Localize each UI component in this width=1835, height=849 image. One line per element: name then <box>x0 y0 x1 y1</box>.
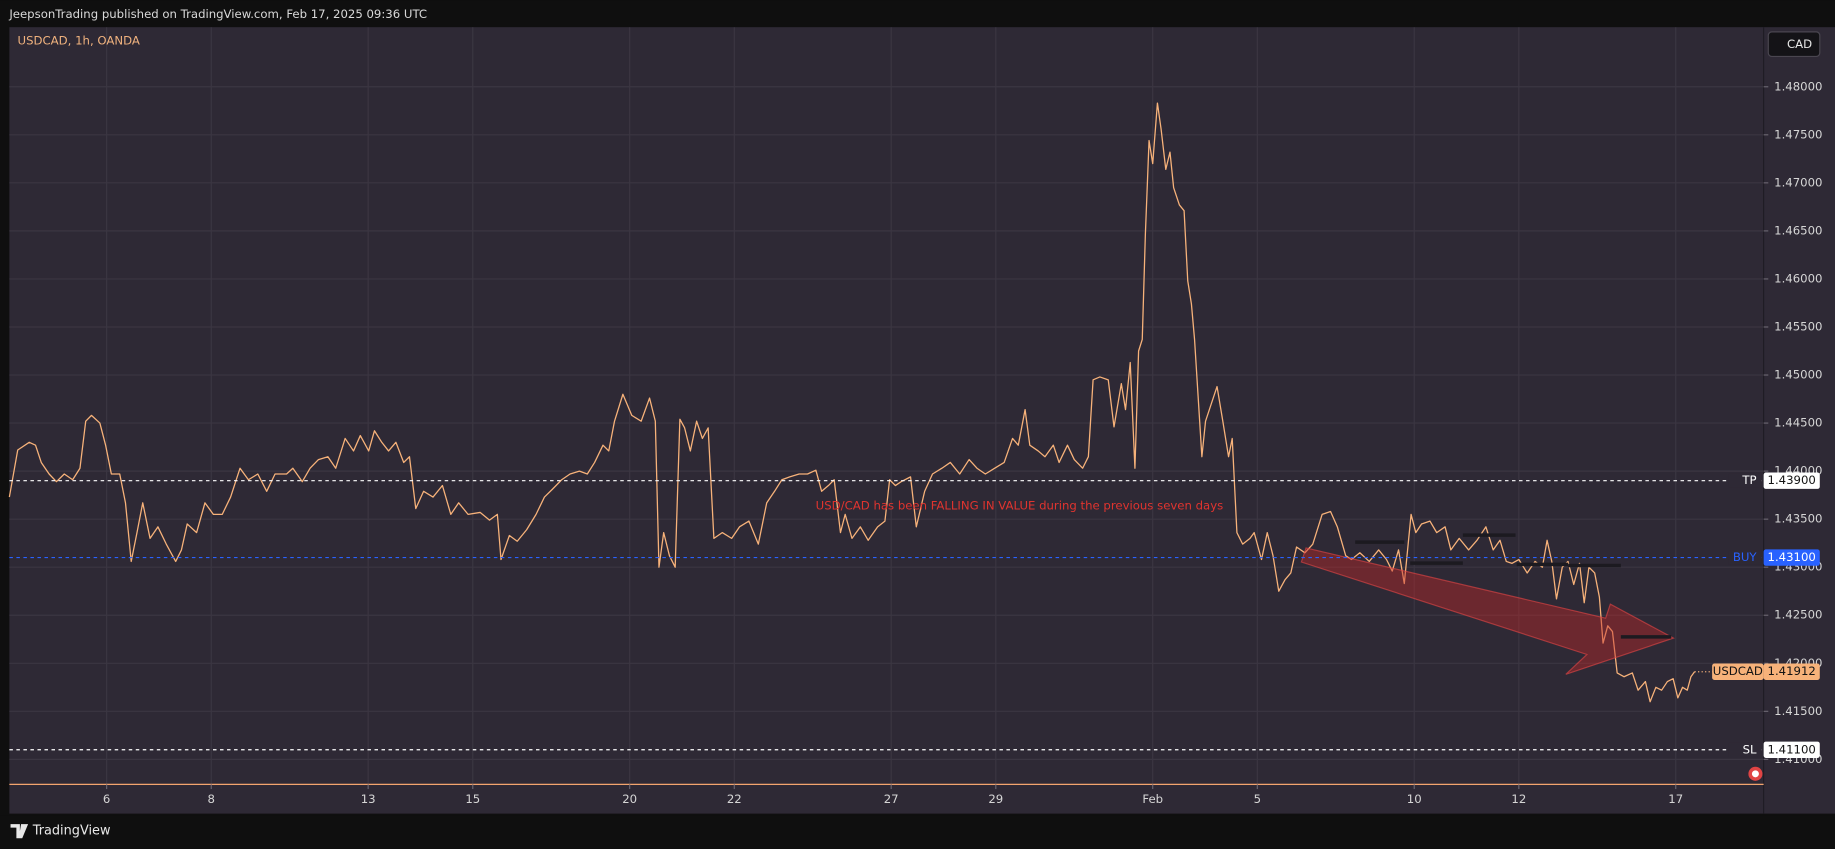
level-value: 1.41100 <box>1768 742 1816 756</box>
level-value-box <box>1763 741 1820 758</box>
annotation: USD/CAD has been FALLING IN VALUE during… <box>816 498 1224 512</box>
brand-logo <box>10 824 29 839</box>
level-value: 1.43100 <box>1768 550 1816 564</box>
alert-icon-dot <box>1751 770 1759 778</box>
x-tick-label: 12 <box>1511 792 1526 806</box>
y-tick-label: 1.43500 <box>1774 512 1822 526</box>
price-line <box>8 102 1696 703</box>
y-tick-label: 1.47000 <box>1774 175 1822 189</box>
x-tick-label: 6 <box>103 792 110 806</box>
currency: CAD <box>1787 37 1812 51</box>
level-name: BUY <box>1733 550 1758 564</box>
x-tick-label: 17 <box>1668 792 1683 806</box>
x-tick-label: 29 <box>988 792 1003 806</box>
level-value-box <box>1763 549 1820 566</box>
level-name-bg <box>1728 473 1762 488</box>
y-tick-label: 1.44500 <box>1774 416 1822 430</box>
x-tick-label: Feb <box>1142 792 1163 806</box>
level-value-box <box>1763 472 1820 489</box>
series-name: USDCAD <box>1713 664 1763 678</box>
x-tick-label: 22 <box>727 792 742 806</box>
trend-arrow <box>1300 547 1675 675</box>
footer-bar <box>0 815 1835 849</box>
y-tick-label: 1.41500 <box>1774 704 1822 718</box>
brand: TradingView <box>32 824 111 839</box>
level-name: TP <box>1741 473 1756 487</box>
y-tick-label: 1.48000 <box>1774 79 1822 93</box>
x-tick-label: 10 <box>1407 792 1422 806</box>
x-tick-label: 5 <box>1254 792 1261 806</box>
grid <box>9 27 1764 785</box>
symbol-title: USDCAD, 1h, OANDA <box>18 34 140 48</box>
x-tick-label: 8 <box>208 792 215 806</box>
y-tick-label: 1.42500 <box>1774 608 1822 622</box>
currency-box[interactable] <box>1767 31 1821 58</box>
position-marks <box>1355 533 1672 639</box>
y-tick-label: 1.47500 <box>1774 127 1822 141</box>
y-tick-label: 1.46500 <box>1774 223 1822 237</box>
x-tick-label: 27 <box>884 792 899 806</box>
y-tick-label: 1.45000 <box>1774 368 1822 382</box>
last-price: 1.41912 <box>1768 664 1816 678</box>
y-tick-label: 1.45500 <box>1774 319 1822 333</box>
y-tick-label: 1.46000 <box>1774 271 1822 285</box>
x-tick-label: 20 <box>622 792 637 806</box>
x-tick-label: 13 <box>361 792 376 806</box>
x-tick-label: 15 <box>465 792 480 806</box>
level-name: SL <box>1743 742 1757 756</box>
level-value: 1.43900 <box>1768 473 1816 487</box>
publish-info: JeepsonTrading published on TradingView.… <box>8 7 427 21</box>
level-name-bg <box>1728 742 1762 757</box>
level-name-bg <box>1728 550 1762 565</box>
plot <box>8 102 1764 703</box>
last-price-box <box>1763 663 1820 680</box>
chart-background <box>9 27 1835 814</box>
series-name-box <box>1712 663 1764 680</box>
